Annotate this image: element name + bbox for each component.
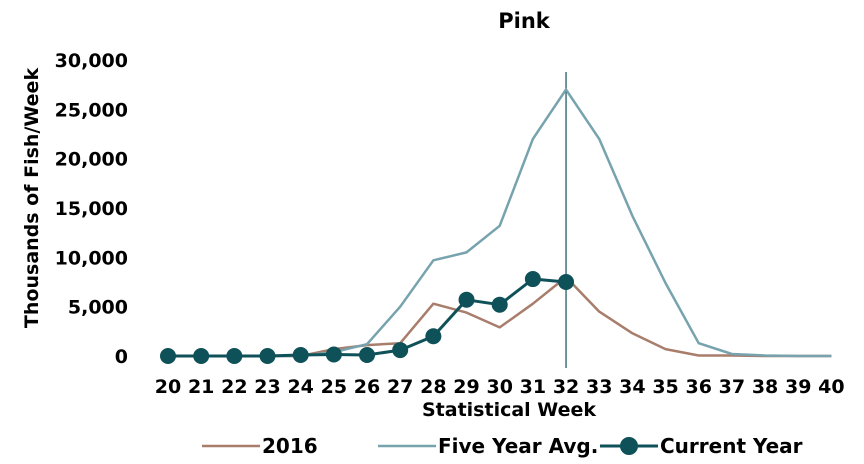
x-tick-label: 28 bbox=[420, 376, 446, 398]
series-point bbox=[392, 342, 409, 359]
x-tick-label: 33 bbox=[586, 376, 612, 398]
legend-marker-2 bbox=[620, 437, 638, 455]
y-axis-ticks: 0 5,000 10,000 15,000 20,000 25,000 30,000 bbox=[55, 50, 128, 368]
legend-label-0: 2016 bbox=[262, 434, 318, 458]
x-tick-label: 26 bbox=[354, 376, 380, 398]
y-tick-label: 5,000 bbox=[68, 297, 128, 319]
x-tick-label: 38 bbox=[752, 376, 778, 398]
x-tick-label: 31 bbox=[520, 376, 546, 398]
x-tick-label: 25 bbox=[321, 376, 347, 398]
legend: 2016 Five Year Avg. Current Year bbox=[202, 434, 803, 458]
x-tick-label: 36 bbox=[685, 376, 711, 398]
series-point bbox=[226, 348, 243, 364]
series-point bbox=[325, 346, 342, 363]
series-line-1 bbox=[168, 88, 832, 358]
y-tick-label: 0 bbox=[115, 346, 128, 368]
y-tick-label: 15,000 bbox=[55, 198, 128, 220]
x-tick-label: 32 bbox=[553, 376, 579, 398]
series-point bbox=[193, 348, 210, 364]
series-point bbox=[160, 348, 176, 364]
legend-label-1: Five Year Avg. bbox=[438, 434, 598, 458]
x-tick-label: 20 bbox=[155, 376, 181, 398]
x-tick-label: 21 bbox=[188, 376, 214, 398]
series-point bbox=[558, 274, 575, 290]
x-axis-ticks: 20 21 22 23 24 25 26 27 28 29 30 31 32 33 34 35 36 37 38 39… bbox=[155, 376, 845, 398]
x-tick-label: 29 bbox=[453, 376, 479, 398]
x-tick-label: 39 bbox=[785, 376, 811, 398]
series-point bbox=[425, 328, 442, 345]
x-tick-label: 27 bbox=[387, 376, 413, 398]
y-tick-label: 20,000 bbox=[55, 149, 128, 171]
x-tick-label: 37 bbox=[719, 376, 745, 398]
chart-title: Pink bbox=[498, 9, 551, 33]
plot-area bbox=[160, 72, 832, 368]
x-tick-label: 22 bbox=[221, 376, 247, 398]
series-point bbox=[259, 348, 276, 364]
x-axis-label: Statistical Week bbox=[422, 399, 596, 421]
series-point bbox=[292, 347, 309, 364]
y-tick-label: 10,000 bbox=[55, 247, 128, 269]
series-point bbox=[458, 291, 475, 308]
x-tick-label: 24 bbox=[287, 376, 313, 398]
series-point bbox=[524, 271, 541, 288]
x-tick-label: 23 bbox=[254, 376, 280, 398]
legend-label-2: Current Year bbox=[660, 434, 803, 458]
y-tick-label: 30,000 bbox=[55, 50, 128, 72]
x-tick-label: 34 bbox=[619, 376, 645, 398]
series-point bbox=[491, 296, 508, 313]
x-tick-label: 40 bbox=[818, 376, 844, 398]
y-axis-label: Thousands of Fish/Week bbox=[21, 68, 43, 329]
x-tick-label: 35 bbox=[652, 376, 678, 398]
x-tick-label: 30 bbox=[486, 376, 512, 398]
series-line-0 bbox=[168, 275, 832, 358]
series-point bbox=[359, 347, 376, 364]
y-tick-label: 25,000 bbox=[55, 99, 128, 121]
